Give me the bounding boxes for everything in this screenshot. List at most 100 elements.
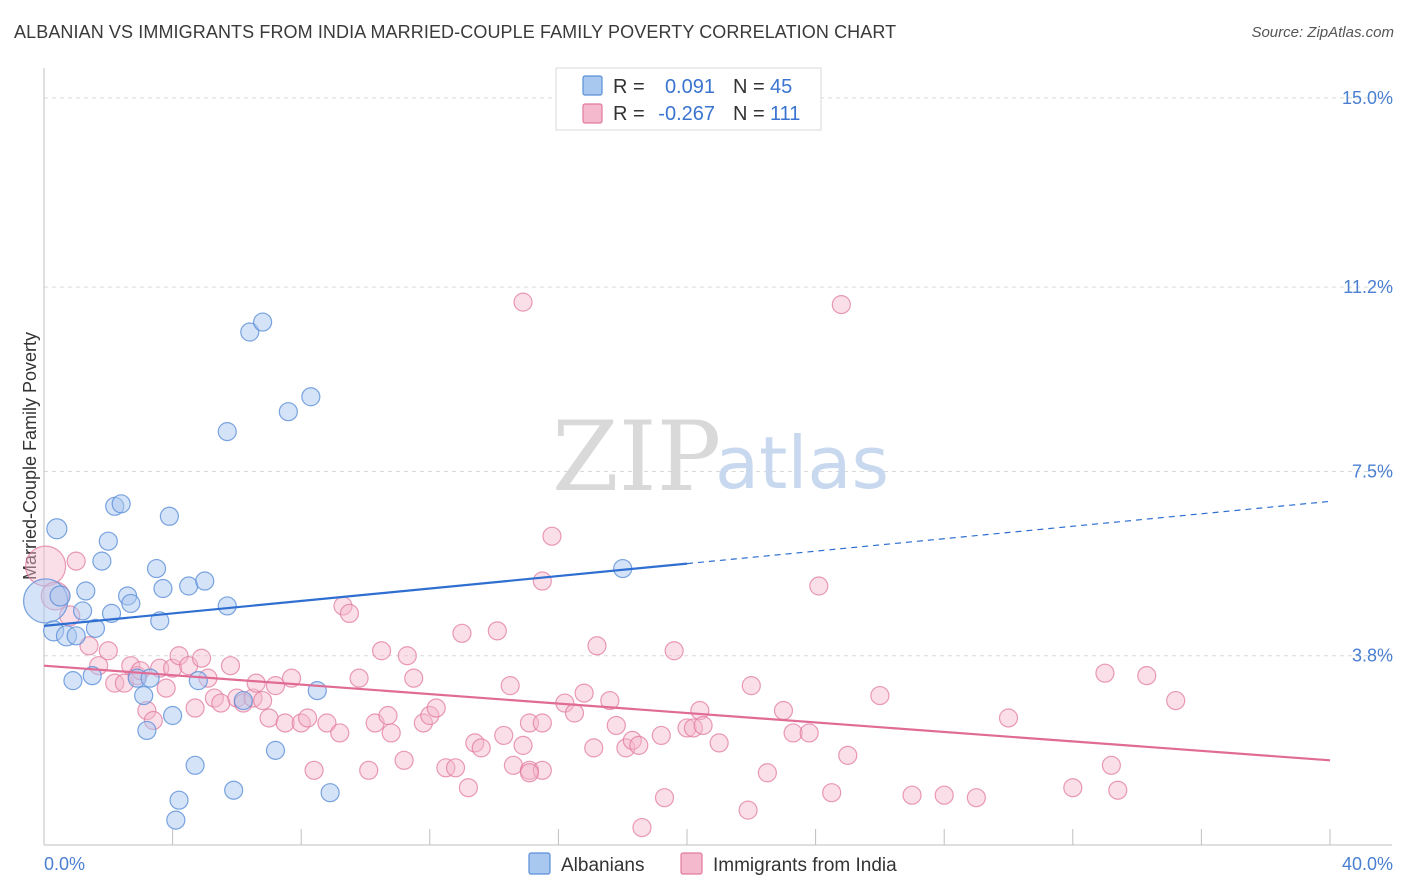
- data-point-india: [809, 576, 829, 596]
- correlation-legend: R = 0.091 N = 45 R = -0.267 N = 111: [555, 67, 822, 131]
- data-point-albanian: [278, 402, 298, 422]
- data-point-albanian: [92, 551, 112, 571]
- legend-r-value: -0.267: [658, 103, 715, 125]
- y-tick-label: 11.2%: [1343, 277, 1393, 297]
- data-point-india: [677, 718, 697, 738]
- data-point-india: [709, 733, 729, 753]
- legend-n-label: N =: [733, 103, 765, 125]
- data-point-india: [79, 636, 99, 656]
- data-point-india: [564, 703, 585, 723]
- data-point-india: [693, 715, 713, 736]
- legend-swatch-albanians: [582, 75, 603, 96]
- data-point-albanian: [137, 720, 157, 741]
- data-point-albanian: [301, 387, 321, 407]
- data-point-albanian: [217, 596, 237, 616]
- data-point-india: [471, 738, 491, 758]
- data-point-india: [934, 785, 954, 805]
- data-point-india: [66, 551, 86, 571]
- series-legend: Albanians Immigrants from India: [528, 852, 897, 876]
- data-point-india: [156, 678, 176, 698]
- gridlines: [44, 97, 1390, 657]
- x-tick-label: 0.0%: [44, 854, 85, 874]
- data-point-albanian: [224, 780, 244, 800]
- data-point-albanian: [85, 618, 106, 638]
- watermark-zip: ZIP: [552, 401, 721, 513]
- data-point-india: [584, 738, 604, 758]
- data-point-albanian: [179, 576, 199, 596]
- data-point-india: [253, 690, 273, 711]
- data-point-india: [503, 755, 523, 775]
- data-point-india: [998, 708, 1019, 728]
- data-point-india: [98, 641, 118, 661]
- data-point-india: [822, 783, 842, 803]
- legend-label-albanians: Albanians: [561, 855, 644, 876]
- data-point-india: [741, 676, 761, 696]
- y-tick-labels: 3.8% 7.5% 11.2% 15.0%: [1342, 88, 1393, 666]
- data-point-india: [371, 641, 392, 661]
- data-point-india: [220, 656, 241, 676]
- data-point-india: [870, 685, 890, 706]
- data-point-india: [291, 713, 311, 733]
- data-point-india: [204, 688, 224, 708]
- data-point-albanian: [66, 626, 86, 646]
- y-tick-label: 3.8%: [1352, 646, 1393, 666]
- data-point-india: [339, 603, 360, 624]
- data-point-india: [831, 295, 851, 315]
- data-point-india: [622, 730, 642, 751]
- data-point-india: [1137, 666, 1157, 686]
- data-point-india: [397, 646, 417, 666]
- data-point-india: [452, 623, 472, 643]
- trend-line-albanians-extension: [686, 500, 1331, 565]
- data-point-india: [773, 700, 794, 721]
- legend-r-label: R =: [613, 76, 645, 98]
- data-point-india: [1063, 778, 1083, 798]
- data-point-india: [1108, 780, 1128, 800]
- data-point-albanian: [46, 518, 68, 540]
- data-point-albanian: [140, 668, 160, 688]
- data-point-albanian: [253, 312, 273, 332]
- data-point-albanian: [146, 558, 167, 579]
- data-point-india: [738, 800, 758, 820]
- data-point-albanian: [153, 578, 173, 599]
- data-point-albanian: [76, 581, 96, 601]
- y-tick-label: 7.5%: [1352, 461, 1393, 481]
- watermark: ZIP atlas: [552, 401, 889, 513]
- data-point-india: [211, 693, 231, 713]
- data-point-india: [298, 708, 318, 728]
- data-point-albanian: [320, 783, 340, 803]
- x-tick-labels: 0.0% 40.0%: [44, 854, 1393, 874]
- axes: [43, 68, 1392, 846]
- data-point-albanian: [217, 422, 237, 442]
- y-axis-title: Married-Couple Family Poverty: [20, 332, 40, 580]
- data-point-india: [1101, 755, 1121, 775]
- data-point-albanian: [159, 506, 179, 526]
- data-point-india: [169, 646, 189, 666]
- data-point-india: [349, 668, 369, 688]
- y-tick-label: 15.0%: [1342, 88, 1393, 108]
- data-point-india: [420, 705, 440, 726]
- data-point-india: [587, 636, 607, 656]
- x-tick-label: 40.0%: [1342, 854, 1393, 874]
- data-point-india: [304, 760, 324, 780]
- data-point-albanian: [163, 705, 183, 726]
- data-point-albanian: [188, 671, 208, 691]
- data-point-india: [330, 723, 350, 743]
- series-albanians-points: [23, 312, 633, 830]
- data-point-albanian: [169, 790, 189, 810]
- legend-n-value: 111: [770, 103, 800, 125]
- data-point-albanian: [195, 571, 215, 591]
- data-point-india: [436, 758, 456, 778]
- data-point-albanian: [166, 810, 186, 830]
- legend-label-india: Immigrants from India: [713, 855, 897, 876]
- data-point-albanian: [63, 671, 83, 691]
- legend-swatch-albanians: [528, 852, 551, 875]
- data-point-india: [413, 713, 433, 733]
- watermark-atlas: atlas: [715, 421, 889, 505]
- data-point-india: [105, 673, 125, 693]
- data-point-albanian: [233, 690, 253, 711]
- data-point-india: [246, 673, 266, 693]
- data-point-india: [265, 676, 286, 696]
- data-point-india: [359, 760, 379, 780]
- data-point-albanian: [134, 685, 154, 706]
- data-point-india: [500, 676, 520, 696]
